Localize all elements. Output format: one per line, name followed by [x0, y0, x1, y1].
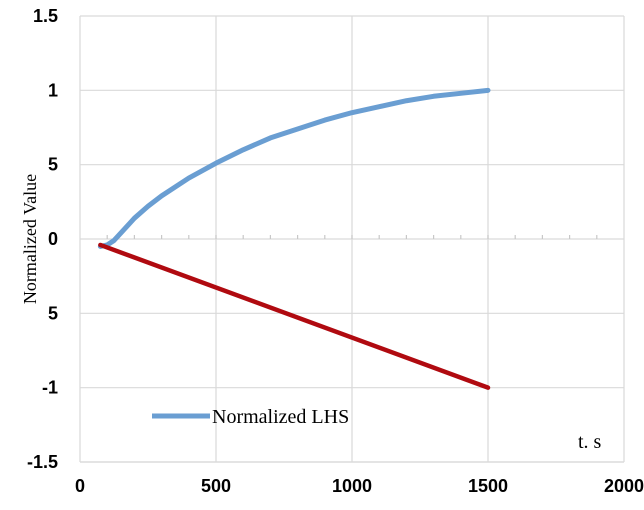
x-tick-label: 500 — [201, 476, 231, 496]
y-tick-label: 1.5 — [33, 6, 58, 26]
y-tick-label: -1 — [42, 378, 58, 398]
legend-label-normalized-lhs: Normalized LHS — [212, 406, 349, 428]
x-tick-label: 0 — [75, 476, 85, 496]
x-tick-label: 2000 — [604, 476, 644, 496]
tick-labels: 1.5 1 5 0 5 -1 -1.5 0 500 1000 1500 2000 — [27, 6, 644, 496]
x-tick-label: 1500 — [468, 476, 508, 496]
series-line-red — [98, 242, 491, 390]
y-tick-label: 5 — [48, 155, 58, 175]
series-line-normalized-lhs — [97, 87, 491, 249]
x-axis-label: t. s — [578, 431, 602, 453]
y-tick-label: -1.5 — [27, 452, 58, 472]
y-tick-label: 5 — [48, 303, 58, 323]
legend: Normalized LHS — [152, 406, 349, 428]
series — [97, 87, 491, 390]
y-tick-label: 1 — [48, 80, 58, 100]
axes — [79, 16, 624, 463]
x-tick-label: 1000 — [332, 476, 372, 496]
y-axis-label: Normalized Value — [20, 174, 40, 304]
y-tick-label: 0 — [48, 229, 58, 249]
